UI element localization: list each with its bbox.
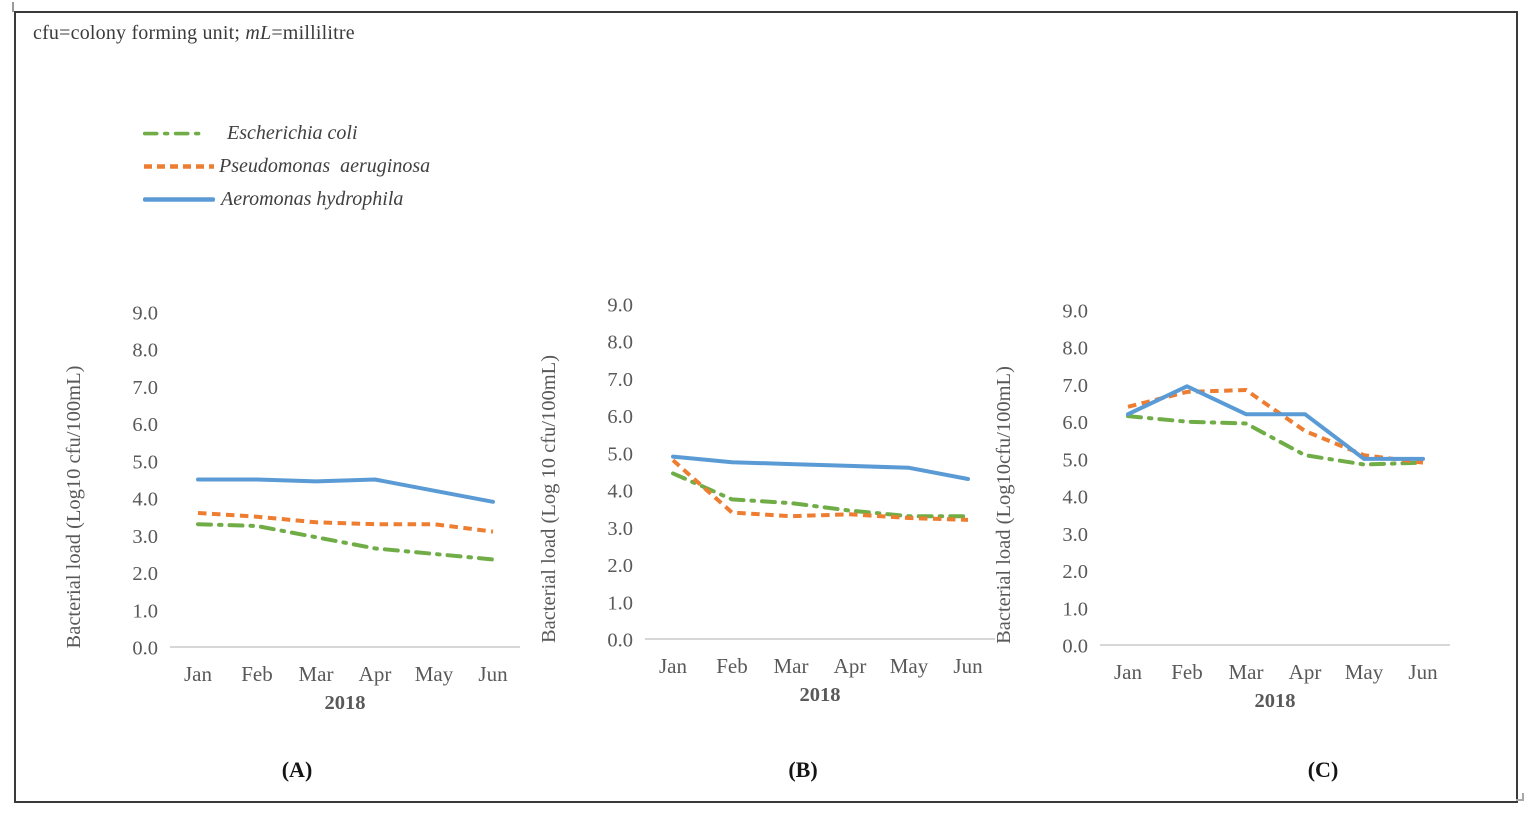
x-tick-label: Mar (774, 654, 809, 678)
series-line-escherichia (671, 471, 970, 519)
y-tick-label: 8.0 (607, 332, 633, 354)
y-tick-label: 9.0 (1062, 301, 1088, 323)
series-line-escherichia (196, 522, 495, 562)
x-tick-label: Jun (478, 662, 508, 686)
series-line-aeromonas (671, 454, 970, 481)
panel-label-c: (C) (1307, 757, 1339, 782)
y-tick-label: 1.0 (132, 600, 158, 622)
x-tick-label: May (890, 654, 929, 678)
x-tick-label: Apr (359, 662, 392, 686)
y-tick-label: 7.0 (607, 369, 633, 391)
series-line-pseudomonas (1127, 388, 1424, 465)
series-line-aeromonas (1126, 384, 1425, 461)
x-tick-label: Feb (241, 662, 273, 686)
text-cursor-mark (12, 2, 14, 12)
x-tick-label: Jan (184, 662, 212, 686)
y-tick-label: 6.0 (132, 414, 158, 436)
x-axis-year-label: 2018 (1255, 690, 1296, 712)
y-tick-label: 5.0 (1062, 449, 1088, 471)
y-axis-title: Bacterial load (Log10 cfu/100mL) (63, 366, 85, 649)
legend-label-pseudomonas: Pseudomonas aeruginosa (219, 155, 431, 177)
resize-handle-mark (1516, 799, 1524, 801)
figure-note: cfu=colony forming unit; mL=millilitre (33, 22, 355, 45)
x-tick-label: Apr (834, 654, 867, 678)
x-tick-label: Jan (1114, 660, 1142, 684)
legend-item-aeromonas: Aeromonas hydrophila (142, 183, 430, 216)
panel-label-a: (A) (281, 757, 313, 782)
panel-label-b: (B) (788, 757, 818, 782)
y-tick-label: 0.0 (132, 638, 158, 660)
x-axis-year-label: 2018 (325, 692, 366, 714)
legend-item-pseudomonas: Pseudomonas aeruginosa (143, 150, 430, 183)
x-tick-label: May (415, 662, 454, 686)
chart-panel-c: 9.0 8.0 7.0 6.0 5.0 4.0 3.0 2.0 1.0 0.0 Bacterial … (993, 301, 1450, 712)
y-tick-label: 5.0 (607, 443, 633, 465)
x-tick-label: Feb (1171, 660, 1203, 684)
y-tick-label: 7.0 (1062, 375, 1088, 397)
y-tick-label: 0.0 (607, 630, 633, 652)
note-suffix: =millilitre (271, 22, 355, 44)
x-tick-label: Mar (299, 662, 334, 686)
chart-panel-b: 9.0 8.0 7.0 6.0 5.0 4.0 3.0 2.0 1.0 0.0 Bacterial … (538, 295, 995, 706)
x-tick-label: Jan (659, 654, 687, 678)
aeromonas-line-marker-icon (142, 191, 221, 209)
series-line-aeromonas (196, 477, 495, 504)
x-tick-label: Jun (1408, 660, 1438, 684)
y-tick-label: 8.0 (1062, 338, 1088, 360)
y-axis-title: Bacterial load (Log 10 cfu/100mL) (538, 355, 560, 643)
y-tick-label: 9.0 (607, 295, 633, 317)
y-tick-label: 7.0 (132, 377, 158, 399)
y-tick-label: 4.0 (607, 481, 633, 503)
legend-label-aeromonas: Aeromonas hydrophila (221, 188, 404, 210)
ecoli-line-marker-icon (142, 125, 227, 143)
x-tick-label: Feb (716, 654, 748, 678)
legend: Escherichia coli Pseudomonas aeruginosa … (142, 117, 430, 216)
y-axis-title: Bacterial load (Log10cfu/100mL) (993, 366, 1015, 644)
y-tick-label: 2.0 (607, 555, 633, 577)
y-tick-label: 6.0 (1062, 412, 1088, 434)
y-tick-label: 3.0 (607, 518, 633, 540)
series-line-pseudomonas (197, 511, 494, 534)
y-tick-label: 6.0 (607, 406, 633, 428)
y-tick-label: 3.0 (1062, 524, 1088, 546)
y-tick-label: 5.0 (132, 451, 158, 473)
legend-item-ecoli: Escherichia coli (142, 117, 430, 150)
y-tick-label: 2.0 (1062, 561, 1088, 583)
x-tick-label: Apr (1289, 660, 1322, 684)
y-tick-label: 3.0 (132, 526, 158, 548)
y-tick-label: 0.0 (1062, 636, 1088, 658)
x-tick-label: May (1345, 660, 1384, 684)
pseudomonas-line-marker-icon (143, 158, 219, 176)
legend-label-ecoli: Escherichia coli (227, 122, 358, 144)
y-tick-label: 1.0 (607, 592, 633, 614)
series-line-escherichia (1126, 414, 1425, 467)
y-tick-label: 4.0 (1062, 487, 1088, 509)
resize-handle-mark (1522, 793, 1524, 801)
y-tick-label: 1.0 (1062, 598, 1088, 620)
y-tick-label: 4.0 (132, 489, 158, 511)
x-tick-label: Mar (1229, 660, 1264, 684)
note-emphasis: mL (245, 22, 272, 44)
y-tick-label: 8.0 (132, 340, 158, 362)
x-tick-label: Jun (953, 654, 983, 678)
y-tick-label: 9.0 (132, 303, 158, 325)
x-axis-year-label: 2018 (800, 684, 841, 706)
note-prefix: cfu=colony forming unit; (33, 22, 246, 44)
y-tick-label: 2.0 (132, 563, 158, 585)
chart-panel-a: 9.0 8.0 7.0 6.0 5.0 4.0 3.0 2.0 1.0 0.0 Bacterial … (63, 303, 520, 714)
